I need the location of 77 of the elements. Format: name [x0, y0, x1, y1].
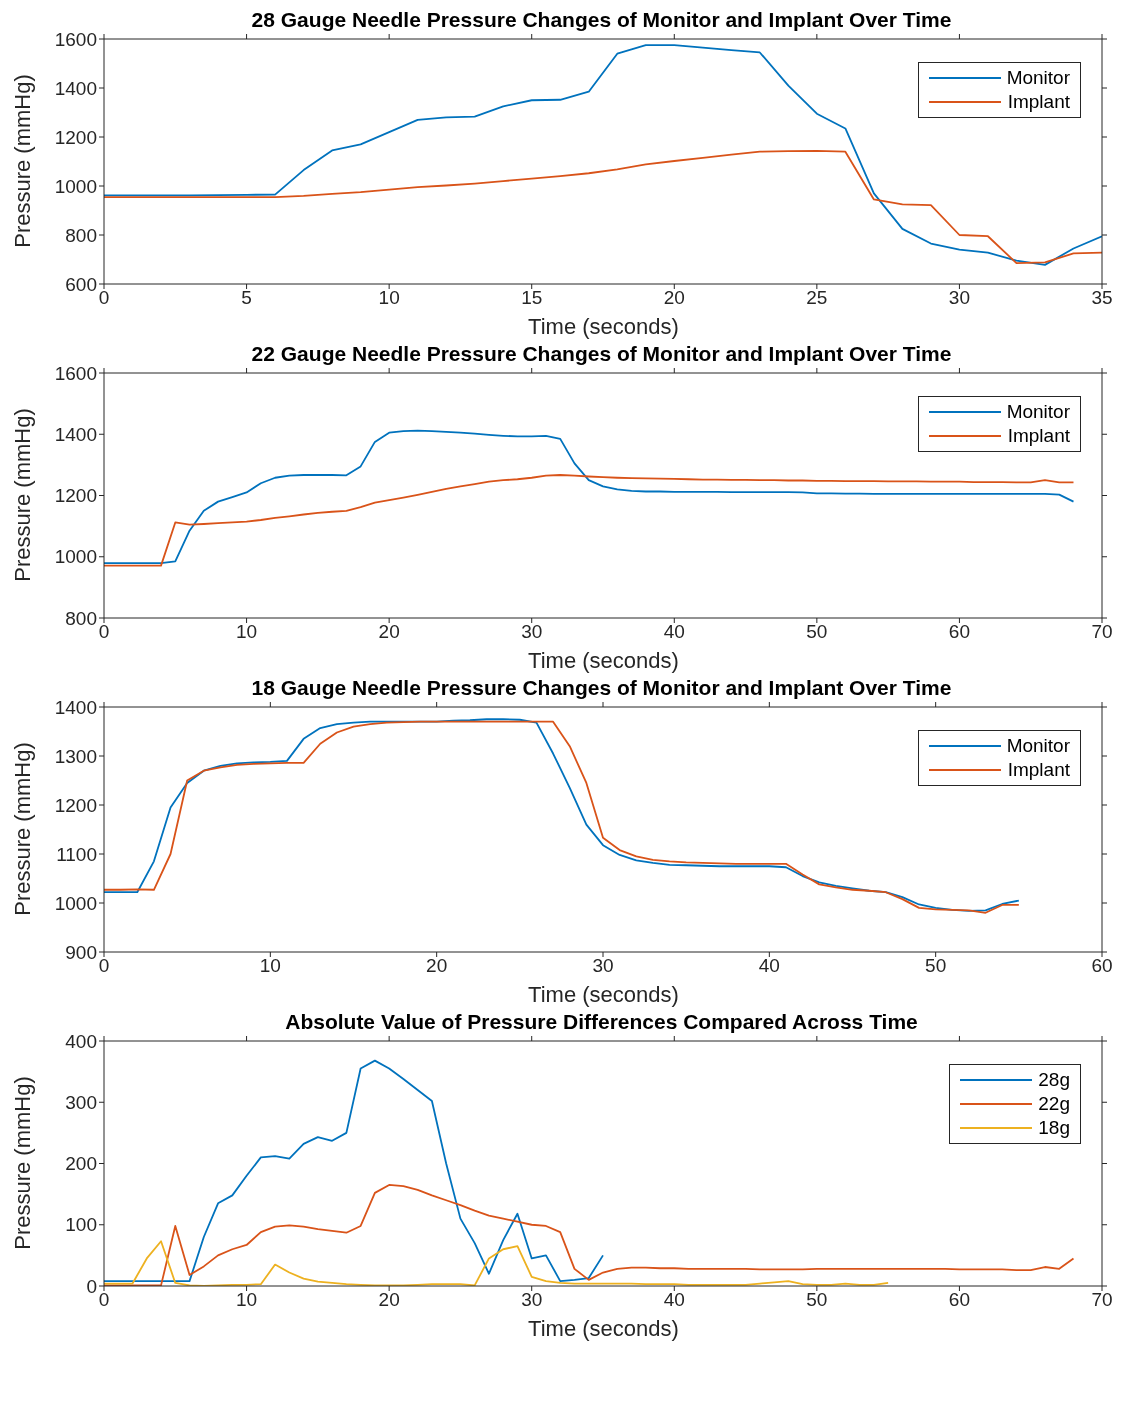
line-series: [104, 1059, 604, 1282]
x-tick-label: 30: [948, 287, 970, 309]
y-axis-title: Pressure (mmHg): [10, 408, 36, 582]
legend-label: 18g: [1038, 1117, 1070, 1139]
legend-label: Implant: [1007, 425, 1070, 447]
chart-title: 22 Gauge Needle Pressure Changes of Monitor and Implant Over Time: [251, 342, 952, 365]
y-tick-label: 1000: [54, 175, 97, 197]
x-tick-label: 50: [925, 955, 947, 977]
x-tick-label: 20: [378, 1289, 400, 1311]
x-tick-label: 40: [663, 621, 685, 643]
y-tick-label: 1000: [54, 546, 97, 568]
x-tick-label: 15: [521, 287, 543, 309]
x-axis-title: Time (seconds): [527, 314, 680, 340]
y-tick-label: 1400: [54, 423, 97, 445]
x-tick-label: 60: [1091, 955, 1113, 977]
x-tick-label: 20: [426, 955, 448, 977]
chart-title: 28 Gauge Needle Pressure Changes of Monitor and Implant Over Time: [251, 8, 952, 31]
chart-title: Absolute Value of Pressure Differences Compared Across Time: [285, 1010, 918, 1033]
x-axis-title: Time (seconds): [527, 1316, 680, 1342]
legend-label: Monitor: [1006, 401, 1070, 423]
y-tick-label: 1400: [54, 696, 97, 718]
x-tick-label: 20: [663, 287, 685, 309]
legend-label: Monitor: [1006, 735, 1070, 757]
x-tick-label: 30: [521, 621, 543, 643]
x-tick-label: 70: [1091, 1289, 1113, 1311]
y-tick-label: 300: [65, 1091, 97, 1113]
line-series: [104, 150, 1102, 265]
legend-label: Implant: [1007, 91, 1070, 113]
line-series: [104, 429, 1075, 565]
x-tick-label: 30: [521, 1289, 543, 1311]
y-tick-label: 1600: [54, 28, 97, 50]
x-tick-label: 10: [259, 955, 281, 977]
legend-label: 22g: [1038, 1093, 1070, 1115]
y-tick-label: 200: [65, 1153, 97, 1175]
y-tick-label: 1200: [54, 485, 97, 507]
y-axis-title: Pressure (mmHg): [10, 74, 36, 248]
x-tick-label: 50: [806, 1289, 828, 1311]
y-tick-label: 800: [65, 224, 97, 246]
y-tick-label: 600: [65, 273, 97, 295]
line-series: [104, 1184, 1075, 1286]
y-tick-label: 1600: [54, 362, 97, 384]
x-tick-label: 60: [948, 621, 970, 643]
legend-label: Implant: [1007, 759, 1070, 781]
x-axis-title: Time (seconds): [527, 648, 680, 674]
x-tick-label: 20: [378, 621, 400, 643]
x-axis-title: Time (seconds): [527, 982, 680, 1008]
line-series: [104, 474, 1075, 567]
line-series: [104, 44, 1102, 266]
y-axis-title: Pressure (mmHg): [10, 742, 36, 916]
legend-label: 28g: [1038, 1069, 1070, 1091]
x-tick-label: 10: [236, 1289, 258, 1311]
x-tick-label: 10: [378, 287, 400, 309]
y-tick-label: 100: [65, 1214, 97, 1236]
y-tick-label: 800: [65, 607, 97, 629]
x-tick-label: 35: [1091, 287, 1113, 309]
y-tick-label: 1100: [56, 843, 97, 865]
x-tick-label: 30: [592, 955, 614, 977]
y-tick-label: 1400: [54, 77, 97, 99]
x-tick-label: 60: [948, 1289, 970, 1311]
x-tick-label: 70: [1091, 621, 1113, 643]
y-axis-title: Pressure (mmHg): [10, 1076, 36, 1250]
chart-title: 18 Gauge Needle Pressure Changes of Monitor and Implant Over Time: [251, 676, 952, 699]
x-tick-label: 10: [236, 621, 258, 643]
x-tick-label: 50: [806, 621, 828, 643]
y-tick-label: 1200: [54, 794, 97, 816]
line-series: [104, 1240, 890, 1286]
x-tick-label: 40: [663, 1289, 685, 1311]
x-tick-label: 5: [241, 287, 252, 309]
y-tick-label: 1200: [54, 126, 97, 148]
y-tick-label: 900: [65, 941, 97, 963]
x-tick-label: 25: [806, 287, 828, 309]
y-tick-label: 1000: [54, 892, 97, 914]
y-tick-label: 400: [65, 1030, 97, 1052]
x-tick-label: 40: [758, 955, 780, 977]
legend-label: Monitor: [1006, 67, 1070, 89]
y-tick-label: 1300: [54, 745, 97, 767]
y-tick-label: 0: [86, 1275, 97, 1297]
